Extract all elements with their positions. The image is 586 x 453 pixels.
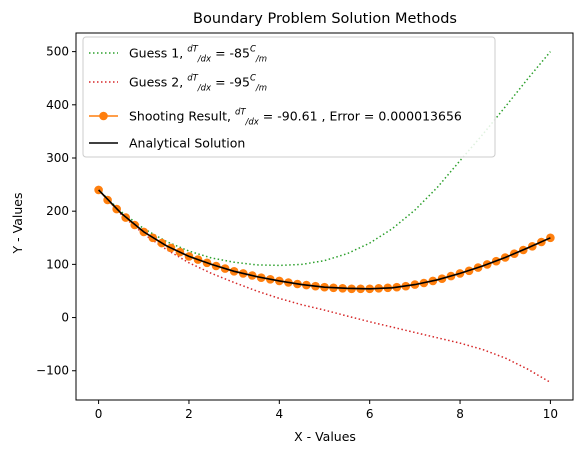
legend-text-part: Guess 1, <box>129 46 187 61</box>
x-tick-label: 8 <box>456 407 464 421</box>
axes: 0 2 4 6 8 10 −100 0 100 200 300 400 500 <box>36 32 574 421</box>
legend-text-part: = -85 <box>211 46 250 61</box>
legend-text-part: /dx <box>245 118 260 128</box>
x-tick-label: 4 <box>275 407 283 421</box>
legend: Guess 1, dT/dx = -85C/m​ Guess 2, dT/dx =… <box>82 36 496 158</box>
legend-text-part: = -90.61 , Error = 0.000013656 <box>259 109 462 124</box>
legend-text-part: /m <box>255 55 267 65</box>
series-group <box>94 51 555 384</box>
y-tick-label: 500 <box>46 45 69 59</box>
legend-text-part: dT <box>187 45 198 55</box>
x-tick-label: 0 <box>95 407 103 421</box>
legend-entry-shooting-result: Shooting Result, dT/dx = -90.61 , Error … <box>129 108 462 128</box>
legend-marker-shooting-result <box>99 111 108 121</box>
x-tick-label: 10 <box>543 407 558 421</box>
x-tick-label: 2 <box>185 407 193 421</box>
y-tick-label: 400 <box>46 98 69 112</box>
legend-entry-guess-2: Guess 2, dT/dx = -95C/m​ <box>129 74 267 94</box>
legend-text-part: = -95 <box>211 75 250 90</box>
chart-title: Boundary Problem Solution Methods <box>193 11 457 27</box>
axes-frame <box>75 32 574 401</box>
series-line-analytical-solution <box>98 189 551 290</box>
legend-text-part: C <box>250 74 256 84</box>
series-line-guess-2 <box>98 189 551 384</box>
legend-text-part: C <box>250 45 256 55</box>
y-axis-label: Y - Values <box>10 193 25 255</box>
legend-text-part: dT <box>235 108 246 118</box>
legend-text-part: Analytical Solution <box>129 136 245 151</box>
y-tick-label: 0 <box>61 311 69 325</box>
legend-entry-analytical-solution: Analytical Solution <box>129 136 245 151</box>
legend-text-part: /dx <box>197 55 212 65</box>
y-tick-label: 300 <box>46 151 69 165</box>
legend-frame <box>82 36 496 158</box>
y-tick-label: 200 <box>46 204 69 218</box>
plot-area <box>94 51 555 384</box>
legend-text-part: /m <box>255 84 267 94</box>
legend-text-part: /dx <box>197 84 212 94</box>
legend-text-part: Shooting Result, <box>129 109 235 124</box>
x-axis-label: X - Values <box>294 429 356 444</box>
y-tick-label: 100 <box>46 257 69 271</box>
legend-entry-guess-1: Guess 1, dT/dx = -85C/m​ <box>129 45 267 65</box>
x-tick-label: 6 <box>366 407 374 421</box>
legend-text-part: dT <box>187 74 198 84</box>
y-tick-label: −100 <box>36 364 69 378</box>
legend-text-part: Guess 2, <box>129 75 187 90</box>
